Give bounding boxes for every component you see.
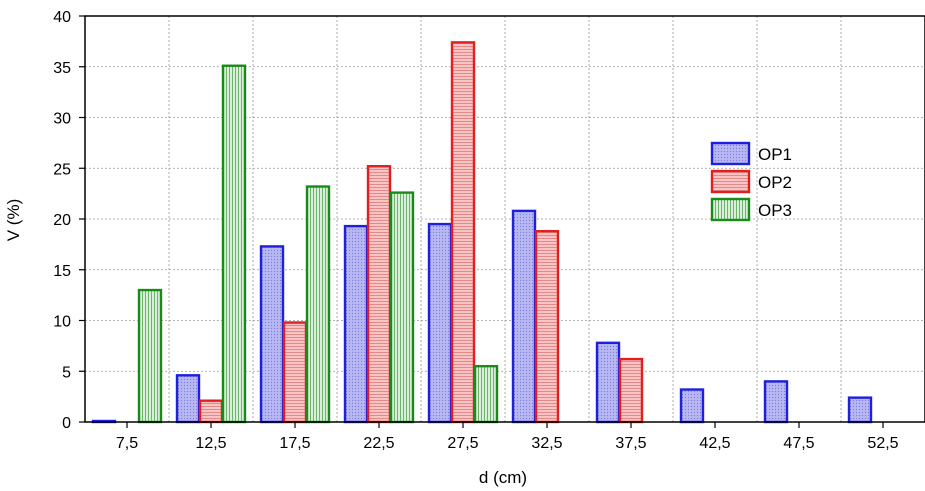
y-tick-label: 10 <box>53 314 71 331</box>
y-tick-label: 20 <box>53 212 71 229</box>
bar-op1-42-5 <box>679 388 705 424</box>
bar-op1-17-5 <box>259 245 285 424</box>
bar-op2-32-5 <box>534 229 560 424</box>
y-tick-label: 15 <box>53 263 71 280</box>
bar-op3-7-5 <box>137 288 163 424</box>
legend-label-op2: OP2 <box>758 173 792 192</box>
y-axis-label: V (%) <box>4 199 23 242</box>
bars-layer <box>91 41 873 424</box>
bar-op1-12-5 <box>175 374 201 424</box>
y-tick-label: 30 <box>53 111 71 128</box>
bar-op2-27-5 <box>450 41 476 424</box>
bar-op1-32-5 <box>511 209 537 424</box>
x-tick-label: 17,5 <box>279 435 310 452</box>
x-axis-ticks: 7,5 12,5 17,5 22,5 27,5 32,5 37,5 42,5 47,5 52,5 <box>116 422 899 452</box>
y-tick-label: 40 <box>53 9 71 26</box>
x-tick-label: 7,5 <box>116 435 138 452</box>
bar-op2-37-5 <box>618 357 644 424</box>
legend-label-op1: OP1 <box>758 145 792 164</box>
y-tick-label: 5 <box>62 364 71 381</box>
bar-op1-52-5 <box>847 396 873 424</box>
x-tick-label: 37,5 <box>615 435 646 452</box>
x-tick-label: 52,5 <box>867 435 898 452</box>
bar-op3-22-5 <box>389 191 415 424</box>
bar-op3-12-5 <box>221 64 247 424</box>
x-tick-label: 22,5 <box>363 435 394 452</box>
bar-op1-22-5 <box>343 224 369 424</box>
bar-op1-47-5 <box>763 380 789 424</box>
bar-op2-17-5 <box>282 321 308 424</box>
y-axis-ticks: 0 5 10 15 20 25 30 35 40 <box>53 9 85 432</box>
legend-swatch-op2 <box>710 169 751 194</box>
bar-op3-17-5 <box>305 185 331 424</box>
legend: OP1 OP2 OP3 <box>710 141 792 222</box>
y-tick-label: 35 <box>53 60 71 77</box>
y-tick-label: 25 <box>53 161 71 178</box>
x-tick-label: 32,5 <box>531 435 562 452</box>
bar-op1-37-5 <box>595 341 621 424</box>
x-tick-label: 42,5 <box>699 435 730 452</box>
bar-op3-27-5 <box>473 364 499 424</box>
legend-swatch-op3 <box>710 197 751 222</box>
x-axis-label: d (cm) <box>479 468 527 487</box>
bar-op2-12-5 <box>198 399 224 424</box>
x-tick-label: 27,5 <box>447 435 478 452</box>
legend-label-op3: OP3 <box>758 201 792 220</box>
x-tick-label: 12,5 <box>195 435 226 452</box>
bar-op2-22-5 <box>366 165 392 424</box>
bar-op1-27-5 <box>427 222 453 424</box>
y-tick-label: 0 <box>62 415 71 432</box>
legend-swatch-op1 <box>710 141 751 166</box>
grid-lines <box>85 16 925 422</box>
x-tick-label: 47,5 <box>783 435 814 452</box>
